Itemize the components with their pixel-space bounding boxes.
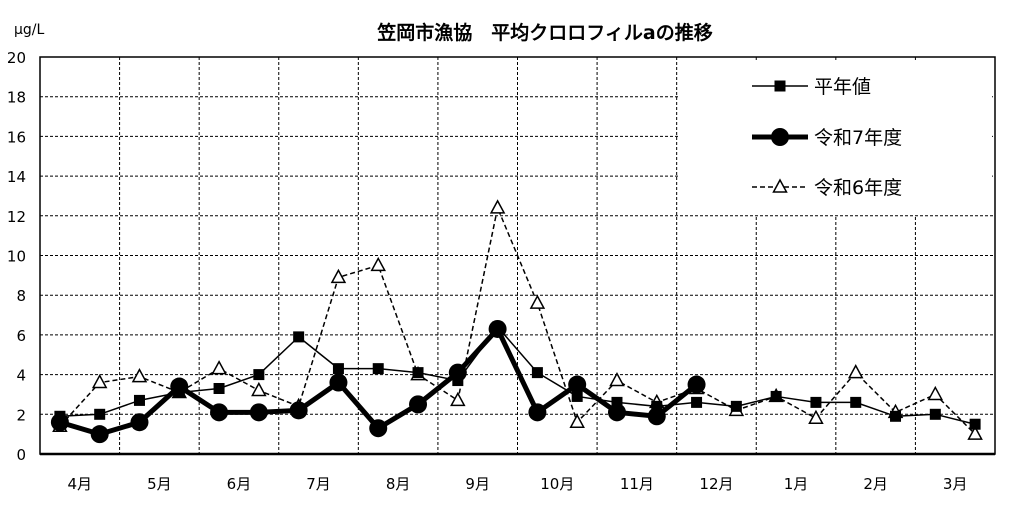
x-tick-label: 11月 xyxy=(620,475,654,493)
data-point-square xyxy=(770,390,782,402)
data-point-square xyxy=(890,410,902,422)
data-point-square xyxy=(213,382,225,394)
x-tick-label: 8月 xyxy=(386,475,411,493)
data-point-square xyxy=(611,396,623,408)
x-tick-label: 9月 xyxy=(465,475,490,493)
series-circle xyxy=(50,319,706,444)
data-point-square xyxy=(253,369,265,381)
y-tick-label: 12 xyxy=(7,208,26,226)
series-group xyxy=(50,199,983,444)
y-tick-label: 18 xyxy=(7,89,26,107)
x-tick-label: 12月 xyxy=(699,475,733,493)
data-point-circle xyxy=(249,403,268,422)
data-point-circle xyxy=(210,403,229,422)
data-point-square xyxy=(774,80,786,92)
data-point-triangle xyxy=(251,381,267,397)
data-point-square xyxy=(929,408,941,420)
data-point-triangle xyxy=(609,371,625,387)
data-point-circle xyxy=(528,403,547,422)
data-point-square xyxy=(969,418,981,430)
data-point-triangle xyxy=(370,256,386,272)
data-point-circle xyxy=(90,425,109,444)
data-point-circle xyxy=(771,128,789,146)
data-point-square xyxy=(571,390,583,402)
data-point-circle xyxy=(170,377,189,396)
data-point-square xyxy=(850,396,862,408)
y-axis-unit-label: μg/L xyxy=(14,22,45,38)
data-point-triangle xyxy=(569,413,585,428)
data-point-circle xyxy=(50,413,69,432)
x-tick-label: 5月 xyxy=(147,475,172,493)
y-tick-label: 16 xyxy=(7,128,26,146)
x-tick-label: 7月 xyxy=(306,475,331,493)
data-point-circle xyxy=(488,319,507,338)
data-point-square xyxy=(372,363,384,375)
data-point-circle xyxy=(687,375,706,394)
x-tick-label: 1月 xyxy=(784,475,809,493)
legend-label: 平年値 xyxy=(814,76,871,98)
legend-label: 令和6年度 xyxy=(814,177,902,199)
series-line xyxy=(59,326,976,425)
data-point-triangle xyxy=(131,368,148,383)
data-point-triangle xyxy=(847,364,864,379)
data-point-circle xyxy=(568,375,587,394)
x-tick-label: 2月 xyxy=(863,475,888,493)
axes: 0 2 4 6 8 10 12 14 16 18 20 4月 5月 6月 7月 8月 9月 10月 11月 12月 1月… xyxy=(7,49,996,493)
y-tick-label: 4 xyxy=(16,367,26,385)
data-point-circle xyxy=(647,407,666,426)
data-point-circle xyxy=(289,401,308,420)
data-point-square xyxy=(133,394,145,406)
data-point-triangle xyxy=(529,294,546,309)
data-point-circle xyxy=(130,413,149,432)
data-point-circle xyxy=(409,395,428,414)
x-tick-label: 6月 xyxy=(227,475,252,493)
data-point-triangle xyxy=(967,425,983,440)
data-point-circle xyxy=(369,419,388,438)
y-tick-label: 14 xyxy=(7,168,26,186)
data-point-triangle xyxy=(927,385,944,401)
data-point-triangle xyxy=(91,373,108,389)
data-point-square xyxy=(810,396,822,408)
x-tick-label: 4月 xyxy=(68,475,93,493)
data-point-square xyxy=(293,331,305,343)
data-point-square xyxy=(651,400,663,412)
y-tick-label: 20 xyxy=(7,49,26,67)
x-tick-label: 3月 xyxy=(943,475,968,493)
series-line xyxy=(59,326,699,437)
y-tick-label: 6 xyxy=(16,327,26,345)
data-point-square xyxy=(412,367,424,379)
data-point-triangle xyxy=(330,268,347,284)
data-point-circle xyxy=(448,363,467,382)
legend-background xyxy=(680,60,992,215)
data-point-square xyxy=(531,367,543,379)
data-point-triangle xyxy=(772,178,788,193)
y-tick-label: 2 xyxy=(16,406,26,424)
data-point-circle xyxy=(329,373,348,392)
data-point-square xyxy=(332,363,344,375)
legend-label: 令和7年度 xyxy=(814,127,902,149)
y-tick-label: 10 xyxy=(7,248,26,266)
y-tick-label: 8 xyxy=(16,287,26,305)
data-point-square xyxy=(730,400,742,412)
x-tick-label: 10月 xyxy=(540,475,574,493)
y-tick-label: 0 xyxy=(16,446,26,464)
data-point-square xyxy=(691,396,703,408)
data-point-square xyxy=(94,408,106,420)
data-point-triangle xyxy=(808,409,824,425)
chart-title: 笠岡市漁協 平均クロロフィルaの推移 xyxy=(376,21,712,44)
data-point-triangle xyxy=(489,199,506,214)
data-point-triangle xyxy=(211,360,227,375)
data-point-triangle xyxy=(450,391,466,407)
data-point-circle xyxy=(607,403,626,422)
